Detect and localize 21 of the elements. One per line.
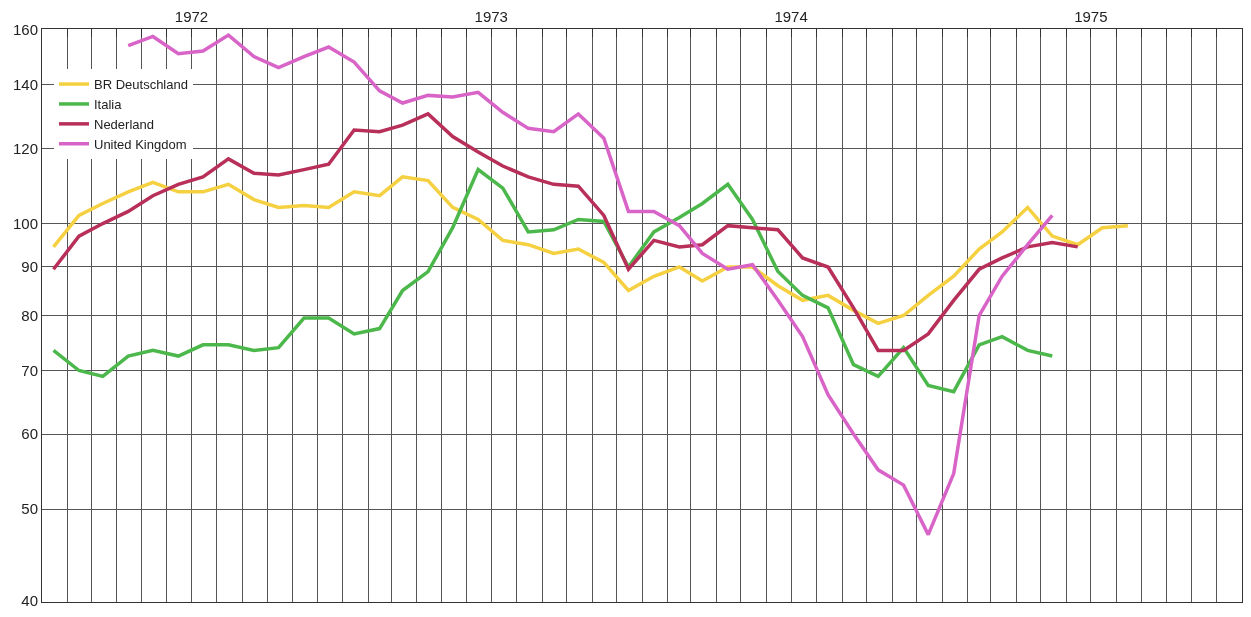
line-series [51, 175, 1130, 326]
line-series [51, 112, 1080, 353]
y-tick-label: 140 [12, 76, 38, 94]
y-tick-label: 70 [21, 361, 38, 379]
line-series [51, 167, 1055, 394]
y-tick-label: 50 [21, 500, 38, 518]
legend-label: Nederland [94, 116, 154, 132]
y-tick-label: 120 [12, 139, 38, 157]
x-tick-label: 1972 [174, 8, 209, 25]
x-tick-label: 1975 [1074, 8, 1108, 25]
y-tick-label: 100 [12, 214, 38, 232]
y-tick-label: 160 [12, 21, 38, 39]
legend-label: Italia [94, 97, 123, 113]
y-tick-label: 40 [21, 592, 38, 610]
legend-label: United Kingdom [94, 136, 187, 152]
x-tick-label: 1974 [774, 8, 808, 25]
x-tick-label: 1973 [474, 8, 508, 25]
legend-label: BR Deutschland [94, 77, 188, 93]
y-tick-label: 60 [21, 425, 38, 443]
y-tick-label: 90 [21, 258, 38, 276]
y-tick-label: 80 [21, 306, 38, 324]
